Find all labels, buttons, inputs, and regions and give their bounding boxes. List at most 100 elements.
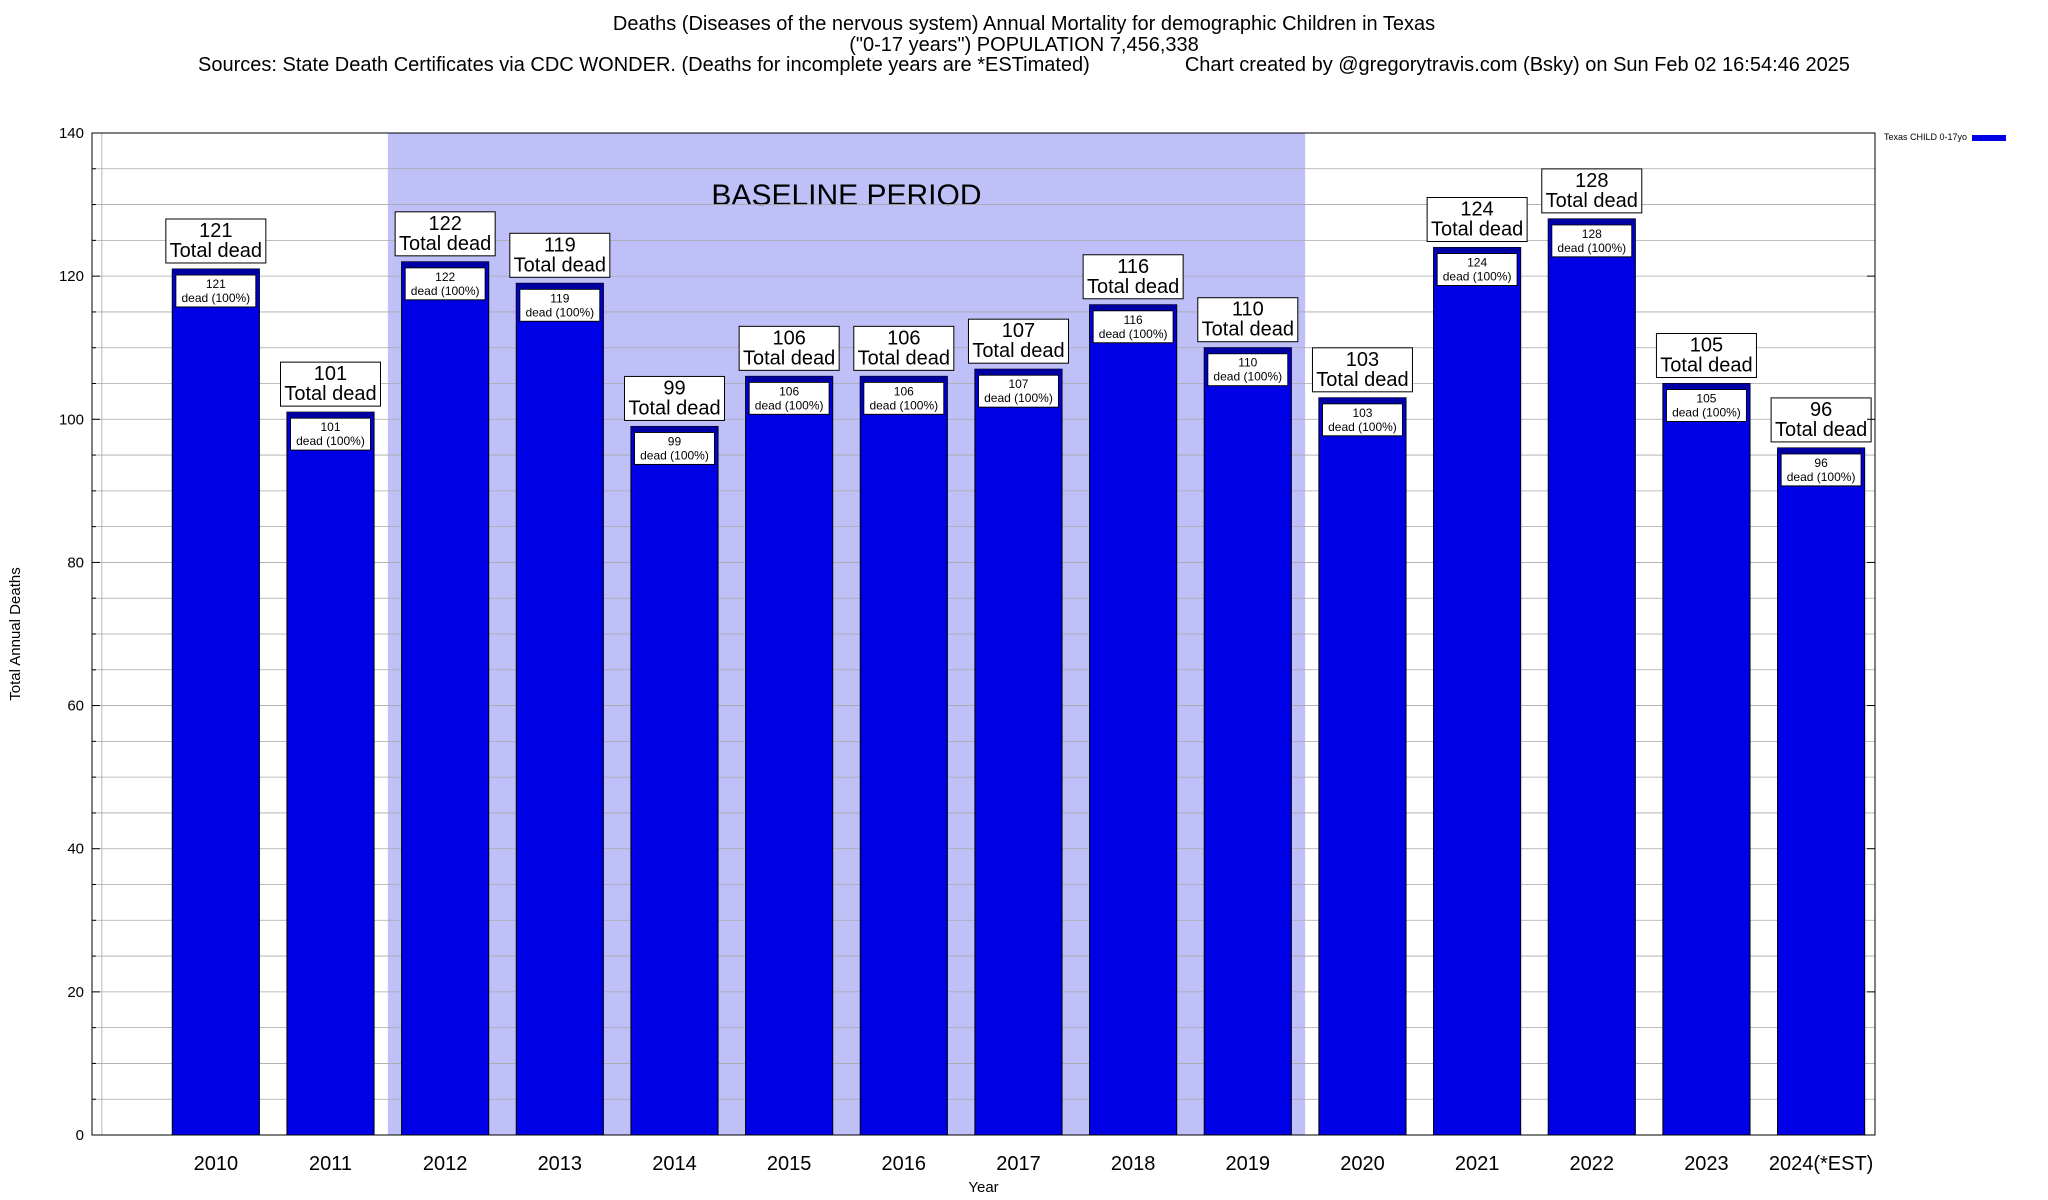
- x-tick-label: 2013: [538, 1153, 583, 1175]
- inner-label-box: [977, 374, 1059, 408]
- top-label-box: [1082, 254, 1184, 300]
- top-total-label: Total dead: [972, 340, 1064, 362]
- inner-percent-label: dead (100%): [1787, 470, 1856, 484]
- bar: [745, 375, 834, 1136]
- bar-top-band: [630, 426, 719, 432]
- inner-percent-label: dead (100%): [869, 398, 938, 412]
- x-tick-label: 2012: [423, 1153, 468, 1175]
- inner-label-box: [863, 381, 945, 415]
- inner-label-box: [1321, 403, 1403, 437]
- bar: [1318, 397, 1407, 1136]
- inner-percent-label: dead (100%): [1672, 406, 1741, 420]
- x-tick-label: 2021: [1455, 1153, 1500, 1175]
- legend-entry-label: Texas CHILD 0-17yo: [1884, 132, 1967, 142]
- inner-percent-label: dead (100%): [411, 284, 480, 298]
- inner-label-box: [289, 417, 371, 451]
- inner-percent-label: dead (100%): [1557, 241, 1626, 255]
- x-tick-label: 2015: [767, 1153, 812, 1175]
- inner-value-label: 116: [1124, 313, 1143, 327]
- x-tick-label: 2016: [882, 1153, 927, 1175]
- top-value-label: 106: [772, 327, 805, 349]
- bar-top-band: [745, 376, 833, 382]
- top-label-box: [967, 318, 1069, 364]
- bar-top-band: [172, 268, 260, 274]
- inner-percent-label: dead (100%): [984, 391, 1053, 405]
- inner-value-label: 96: [1814, 456, 1828, 470]
- bar: [1433, 247, 1522, 1136]
- top-value-label: 96: [1810, 399, 1832, 421]
- bar-top-band: [974, 369, 1063, 375]
- inner-label-box: [1092, 310, 1174, 344]
- bar-top-band: [860, 376, 948, 382]
- bar: [1777, 447, 1866, 1136]
- top-total-label: Total dead: [1202, 319, 1294, 341]
- inner-label-box: [633, 431, 715, 465]
- y-axis-ticks: 0 20 40 60 80 100 120 140: [59, 125, 1875, 1144]
- top-total-label: Total dead: [1316, 369, 1408, 391]
- x-tick-label: 2017: [996, 1153, 1041, 1175]
- top-total-label: Total dead: [1431, 219, 1523, 241]
- x-tick-label: 2020: [1340, 1153, 1385, 1175]
- inner-value-label: 103: [1352, 406, 1372, 420]
- inner-value-label: 110: [1238, 356, 1257, 370]
- inner-percent-label: dead (100%): [1213, 370, 1282, 384]
- top-label-box: [738, 325, 840, 371]
- y-tick-label: 40: [67, 841, 84, 858]
- chart-title: Deaths (Diseases of the nervous system) …: [612, 13, 1436, 35]
- top-total-label: Total dead: [1087, 276, 1179, 298]
- inner-percent-label: dead (100%): [181, 291, 250, 305]
- top-value-label: 122: [428, 213, 461, 235]
- top-label-box: [623, 375, 725, 421]
- y-tick-label: 80: [67, 554, 84, 571]
- bar: [401, 261, 490, 1136]
- x-tick-label: 2018: [1111, 1153, 1156, 1175]
- top-value-label: 107: [1002, 320, 1035, 342]
- inner-value-label: 119: [550, 291, 569, 305]
- top-value-label: 105: [1690, 335, 1723, 357]
- bar: [859, 375, 948, 1136]
- y-tick-label: 100: [59, 411, 84, 428]
- y-tick-label: 60: [67, 698, 84, 715]
- bar-top-band: [1089, 304, 1177, 310]
- inner-value-label: 121: [206, 277, 226, 291]
- bar-top-band: [1548, 218, 1636, 224]
- top-total-label: Total dead: [1660, 355, 1752, 377]
- top-total-label: Total dead: [1775, 419, 1867, 441]
- top-label-box: [853, 325, 955, 371]
- inner-label-box: [1665, 389, 1747, 422]
- top-total-label: Total dead: [284, 383, 376, 405]
- bar: [974, 368, 1063, 1136]
- inner-label-box: [1551, 224, 1633, 258]
- top-value-label: 106: [887, 327, 920, 349]
- top-value-label: 128: [1575, 170, 1608, 192]
- bar-top-band: [1318, 397, 1407, 403]
- inner-value-label: 106: [779, 384, 799, 398]
- bar: [515, 282, 604, 1136]
- bar: [630, 425, 719, 1136]
- top-label-box: [1426, 197, 1528, 243]
- x-tick-label: 2019: [1226, 1153, 1271, 1175]
- inner-label-box: [404, 267, 486, 301]
- top-total-label: Total dead: [628, 397, 720, 419]
- top-total-label: Total dead: [514, 254, 606, 276]
- bar-top-band: [1662, 383, 1751, 389]
- top-label-box: [279, 361, 381, 407]
- x-axis-label: Year: [968, 1179, 998, 1196]
- baseline-period-label: BASELINE PERIOD: [711, 179, 981, 212]
- top-value-label: 124: [1460, 199, 1493, 221]
- top-label-box: [1770, 397, 1872, 443]
- top-value-label: 103: [1346, 349, 1379, 371]
- legend: Texas CHILD 0-17yo: [1884, 132, 2006, 142]
- inner-percent-label: dead (100%): [755, 398, 824, 412]
- top-total-label: Total dead: [1546, 190, 1638, 212]
- bar: [286, 411, 375, 1136]
